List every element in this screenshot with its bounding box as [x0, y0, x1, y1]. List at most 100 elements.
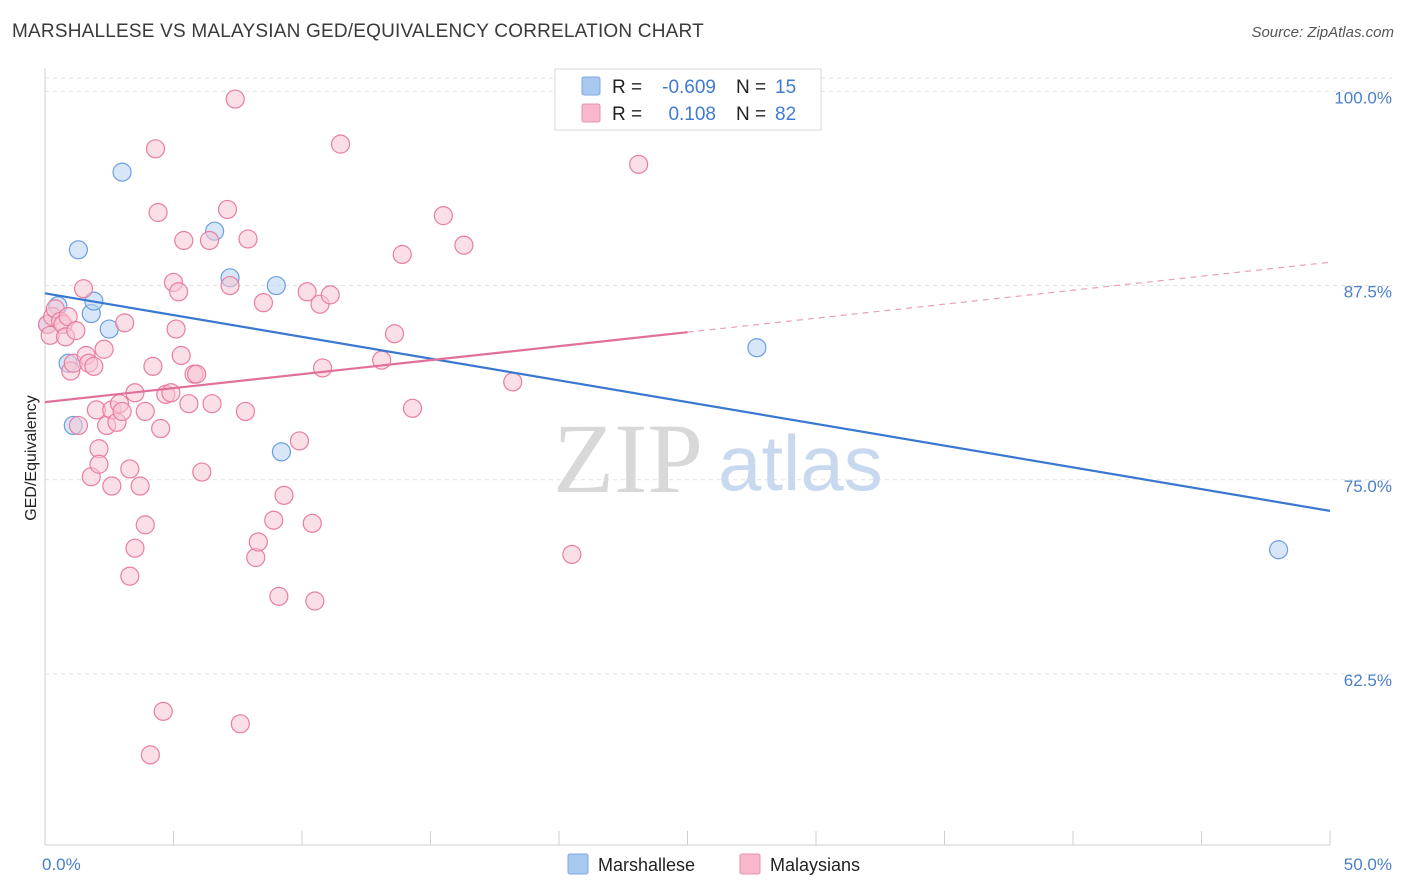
point-malaysians	[202, 394, 222, 414]
point-malaysians	[192, 462, 212, 482]
point-malaysians	[120, 566, 140, 586]
point-malaysians	[384, 324, 405, 344]
point-malaysians	[320, 285, 340, 305]
point-malaysians	[305, 591, 325, 611]
point-malaysians	[130, 476, 150, 496]
watermark: ZIP atlas	[553, 403, 883, 514]
x-tick-label-min: 0.0%	[42, 855, 81, 874]
point-malaysians	[253, 293, 274, 313]
point-marshallese	[271, 442, 292, 462]
y-tick-label: 87.5%	[1344, 283, 1392, 302]
trend-lines	[44, 261, 1331, 512]
point-malaysians	[217, 199, 238, 220]
point-malaysians	[66, 321, 86, 341]
tick-labels: 62.5% 75.0% 87.5% 100.0% 0.0% 50.0%	[42, 88, 1392, 874]
point-malaysians	[169, 282, 189, 302]
point-malaysians	[135, 515, 155, 535]
watermark-atlas: atlas	[718, 419, 883, 507]
watermark-zip: ZIP	[553, 403, 703, 514]
bottom-legend-label-malaysians: Malaysians	[770, 855, 860, 875]
point-malaysians	[102, 476, 122, 496]
point-malaysians	[125, 538, 145, 558]
point-malaysians	[135, 401, 155, 422]
bottom-legend-label-marshallese: Marshallese	[598, 855, 695, 875]
point-malaysians	[68, 415, 89, 436]
point-malaysians	[274, 485, 294, 505]
point-malaysians	[269, 586, 289, 606]
legend-n-value: 15	[775, 77, 796, 98]
point-malaysians	[148, 202, 168, 223]
point-malaysians	[330, 134, 351, 154]
legend-swatch-malaysians	[581, 103, 601, 123]
point-malaysians	[84, 356, 104, 376]
legend-box: R = -0.609 N = 15 R = 0.108 N = 82	[554, 68, 822, 131]
point-malaysians	[289, 431, 310, 451]
point-malaysians	[166, 319, 186, 339]
point-malaysians	[562, 544, 582, 565]
y-tick-label: 75.0%	[1344, 477, 1392, 496]
point-malaysians	[225, 89, 245, 109]
point-malaysians	[115, 313, 135, 333]
point-malaysians	[179, 394, 199, 414]
gridlines	[45, 77, 1392, 675]
point-malaysians	[199, 230, 220, 251]
point-marshallese	[1268, 540, 1289, 560]
point-malaysians	[140, 745, 160, 765]
trend-line-malaysians	[44, 331, 688, 404]
point-malaysians	[143, 356, 163, 376]
trend-line-malaysians-extension	[687, 261, 1331, 333]
point-malaysians	[312, 358, 333, 378]
point-malaysians	[187, 364, 207, 384]
legend-swatch-marshallese	[581, 76, 601, 96]
point-malaysians	[238, 229, 258, 249]
bottom-legend: Marshallese Malaysians	[567, 853, 860, 875]
point-malaysians	[89, 454, 109, 474]
legend-n-label: N =	[736, 104, 766, 125]
point-malaysians	[112, 401, 132, 422]
legend-n-label: N =	[736, 77, 766, 98]
point-malaysians	[264, 510, 284, 530]
point-marshallese	[68, 240, 89, 260]
bottom-legend-swatch-marshallese	[567, 853, 589, 875]
point-malaysians	[220, 275, 240, 296]
legend-n-value: 82	[775, 104, 796, 125]
point-malaysians	[161, 383, 181, 403]
point-malaysians	[392, 244, 412, 265]
trend-line-marshallese	[44, 292, 1331, 512]
x-tick-label-max: 50.0%	[1344, 855, 1392, 874]
legend-r-value: -0.609	[662, 77, 716, 98]
point-malaysians	[151, 418, 171, 439]
point-malaysians	[433, 206, 453, 226]
source-label: Source: ZipAtlas.com	[1251, 24, 1394, 41]
point-malaysians	[402, 398, 423, 418]
point-malaysians	[73, 279, 94, 299]
bottom-legend-swatch-malaysians	[739, 853, 761, 875]
y-axis-label: GED/Equivalency	[23, 395, 40, 520]
point-malaysians	[454, 235, 474, 255]
y-tick-label: 62.5%	[1344, 671, 1392, 690]
point-malaysians	[297, 282, 317, 302]
point-malaysians	[629, 154, 649, 174]
point-malaysians	[302, 513, 322, 533]
point-malaysians	[230, 714, 250, 734]
point-marshallese	[266, 275, 286, 296]
point-malaysians	[174, 230, 194, 251]
data-points	[37, 89, 1289, 765]
point-malaysians	[248, 532, 268, 552]
point-marshallese	[112, 162, 132, 182]
point-malaysians	[94, 339, 114, 359]
chart-title: MARSHALLESE VS MALAYSIAN GED/EQUIVALENCY…	[12, 21, 704, 42]
legend-r-label: R =	[612, 104, 642, 125]
point-malaysians	[153, 701, 173, 721]
y-tick-label: 100.0%	[1334, 88, 1392, 107]
legend-r-label: R =	[612, 77, 642, 98]
point-malaysians	[171, 345, 191, 366]
legend-r-value: 0.108	[668, 104, 716, 125]
point-marshallese	[747, 338, 767, 358]
point-malaysians	[120, 459, 140, 479]
axes	[44, 68, 1331, 846]
point-malaysians	[145, 139, 166, 159]
point-malaysians	[235, 401, 256, 422]
point-malaysians	[503, 372, 523, 392]
